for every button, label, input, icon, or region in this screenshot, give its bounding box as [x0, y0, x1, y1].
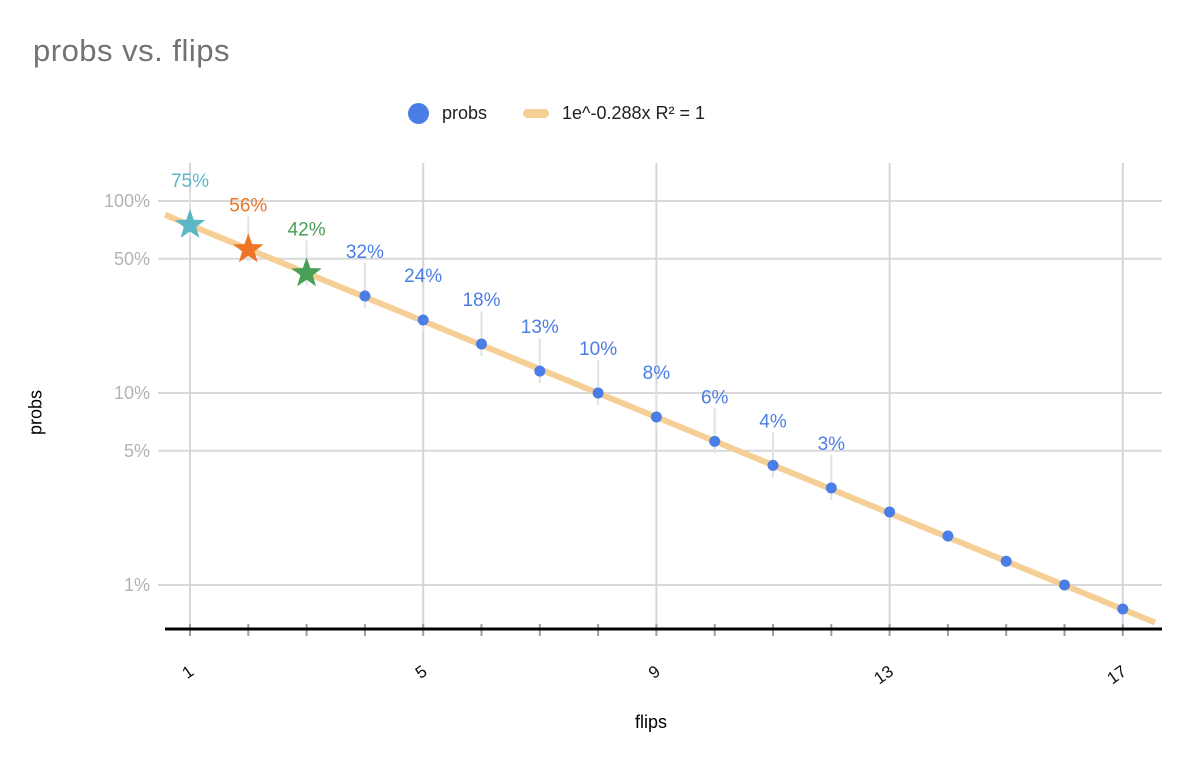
x-tick-label: 9 [645, 662, 664, 683]
legend-item-trendline[interactable]: 1e^-0.288x R² = 1 [523, 103, 705, 124]
data-point-label: 18% [462, 290, 500, 311]
data-point[interactable] [1059, 579, 1070, 591]
data-point-label: 3% [818, 434, 846, 455]
data-point[interactable] [1000, 555, 1012, 567]
data-point-label: 13% [521, 317, 559, 338]
y-tick-label: 50% [114, 249, 150, 269]
data-point[interactable] [417, 314, 429, 326]
legend-label-trendline: 1e^-0.288x R² = 1 [562, 103, 706, 123]
data-point[interactable] [359, 290, 371, 302]
data-point-label: 8% [643, 363, 671, 384]
y-tick-label: 100% [104, 191, 150, 211]
data-point[interactable] [767, 459, 779, 471]
y-tick-label: 1% [124, 575, 150, 595]
data-point-label: 32% [346, 242, 384, 263]
data-point[interactable] [592, 387, 604, 399]
trendline-swatch-icon [523, 109, 550, 118]
data-point-label: 4% [759, 411, 787, 432]
data-point-label: 24% [404, 266, 442, 287]
data-point-label: 6% [701, 387, 729, 408]
data-point[interactable] [476, 338, 487, 350]
data-point-star[interactable] [291, 257, 322, 287]
data-point-label: 56% [229, 195, 267, 216]
data-point[interactable] [1117, 603, 1129, 615]
y-tick-label: 5% [124, 441, 150, 461]
legend-label-probs: probs [442, 103, 488, 123]
data-point-label: 42% [288, 219, 326, 240]
x-tick-label: 1 [179, 662, 198, 683]
data-point-label: 10% [579, 339, 617, 360]
y-tick-label: 10% [114, 383, 150, 403]
data-point[interactable] [825, 482, 837, 494]
legend: probs 1e^-0.288x R² = 1 [408, 100, 705, 127]
data-point[interactable] [942, 530, 954, 542]
series-circle-swatch-icon [408, 103, 429, 124]
x-tick-label: 17 [1104, 662, 1130, 688]
data-point-star[interactable] [174, 209, 206, 238]
x-tick-label: 13 [870, 662, 896, 688]
data-point-star[interactable] [233, 233, 264, 263]
data-point[interactable] [709, 435, 721, 447]
x-axis-title: flips [634, 712, 667, 732]
data-point-label: 75% [171, 171, 209, 192]
x-tick-label: 5 [412, 662, 431, 683]
data-point[interactable] [884, 506, 896, 518]
legend-item-probs[interactable]: probs [408, 103, 487, 124]
data-point[interactable] [650, 411, 662, 423]
y-axis-title: probs [25, 389, 46, 436]
data-point[interactable] [534, 365, 546, 377]
chart-title: probs vs. flips [33, 33, 231, 68]
